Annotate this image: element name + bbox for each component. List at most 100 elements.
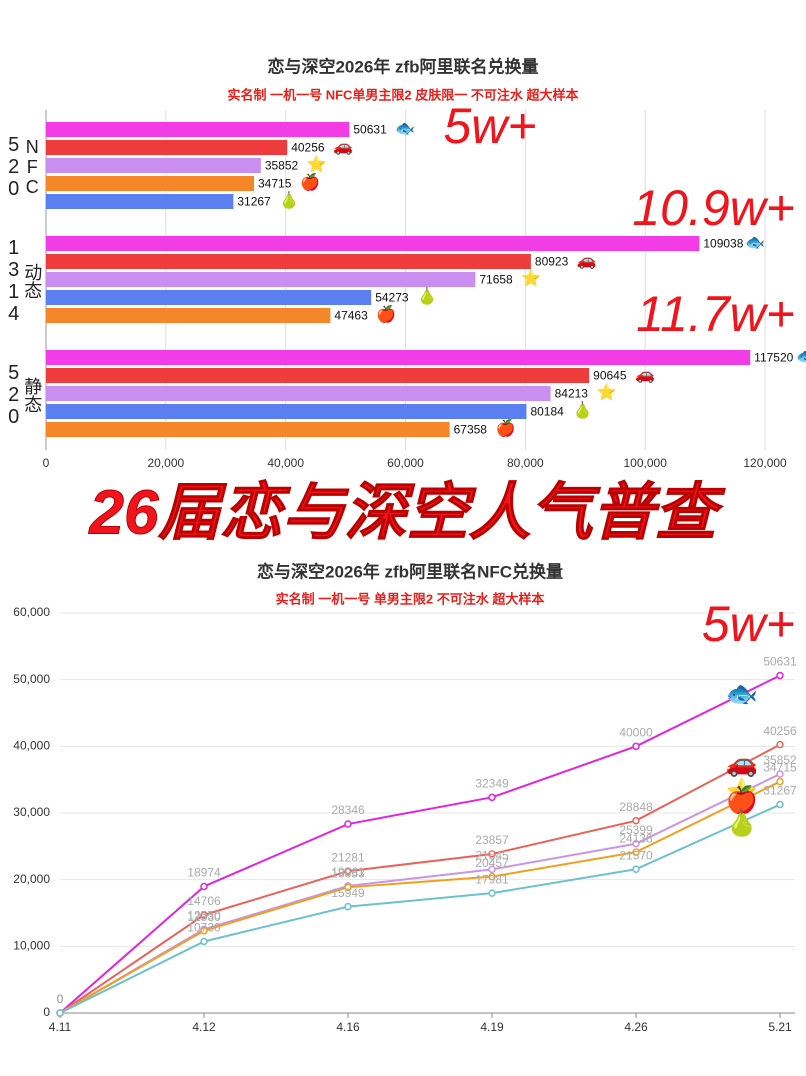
x-tick-label: 20,000: [147, 456, 184, 470]
value-label: 15949: [331, 886, 365, 900]
value-label: 40000: [619, 726, 653, 740]
value-label: 25399: [619, 823, 653, 837]
value-label: 54273: [375, 291, 409, 305]
value-label: 117520: [754, 351, 793, 365]
x-tick-label: 4.19: [480, 1020, 504, 1034]
value-label: 34715: [258, 177, 292, 191]
y-tick-label: 20,000: [13, 872, 50, 886]
point: [200, 882, 208, 891]
value-label: 0: [57, 992, 64, 1006]
top-chart-subtitle: 实名制 一机一号 NFC单男主限2 皮肤限一 不可注水 超大样本: [227, 87, 578, 102]
line-chart-title: 恋与深空2026年 zfb阿里联名NFC兑换量: [257, 561, 563, 581]
value-label: 21281: [331, 850, 365, 864]
icon: 🚗: [726, 748, 758, 778]
value-label: 28346: [331, 803, 365, 817]
top-chart-title: 恋与深空2026年 zfb阿里联名兑换量: [267, 56, 538, 76]
value-label: 17981: [475, 872, 509, 886]
bar: [46, 254, 531, 269]
icon: ⭐: [726, 777, 758, 807]
value-label: 24138: [619, 831, 653, 845]
icon: 🍎: [726, 783, 758, 814]
point: [344, 820, 352, 828]
value-label: 50631: [353, 123, 387, 137]
value-label: 32349: [475, 777, 509, 791]
category-number: 520: [3, 134, 25, 200]
icon: 🚗: [333, 139, 353, 156]
icon: 🍎: [376, 305, 396, 324]
point: [632, 848, 640, 856]
line: [59, 780, 781, 1014]
icon: ⭐: [307, 155, 327, 174]
line: [59, 773, 781, 1014]
icon: 🍐: [417, 287, 437, 306]
point: [200, 927, 208, 935]
headline: 26届恋与深空人气普查: [89, 478, 726, 547]
annotation: 11.7w+: [636, 286, 795, 342]
y-tick-label: 50,000: [13, 672, 50, 686]
value-label: 0: [57, 992, 64, 1006]
value-label: 18853: [331, 866, 365, 880]
icon: 🍐: [279, 191, 299, 210]
point: [488, 872, 496, 881]
icon: 🐟: [745, 235, 765, 252]
category-number: 1314: [3, 237, 25, 325]
category-number: 520: [3, 362, 25, 428]
value-label: 23857: [475, 833, 509, 847]
value-label: 84213: [555, 387, 589, 401]
icon: ⭐: [521, 269, 541, 288]
value-label: 109038: [703, 237, 743, 251]
point: [488, 865, 496, 874]
value-label: 12550: [187, 909, 221, 923]
point: [488, 793, 496, 802]
icon: 🐟: [726, 678, 758, 708]
point: [776, 770, 784, 778]
bar: [46, 176, 255, 191]
value-label: 19061: [331, 865, 365, 879]
annotation: 5w+: [702, 596, 795, 652]
x-tick-label: 120,000: [743, 456, 787, 470]
bar: [46, 404, 527, 419]
value-label: 20457: [475, 856, 509, 870]
y-tick-label: 30,000: [13, 805, 50, 819]
category-name: NFC: [22, 137, 42, 197]
annotation: 5w+: [443, 98, 536, 154]
line: [59, 743, 781, 1014]
bar: [46, 422, 450, 437]
x-tick-label: 0: [43, 456, 50, 470]
icon: 🐟: [395, 121, 415, 138]
point: [344, 883, 352, 892]
value-label: 21570: [619, 848, 653, 862]
x-tick-label: 80,000: [507, 456, 544, 470]
y-tick-label: 60,000: [13, 605, 50, 619]
point: [632, 839, 640, 848]
value-label: 50631: [763, 655, 797, 669]
icon: 🐟: [796, 349, 806, 366]
x-tick-label: 5.21: [768, 1020, 792, 1034]
bar: [46, 194, 234, 209]
icon: 🚗: [635, 367, 655, 384]
value-label: 47463: [334, 309, 368, 323]
point: [56, 1009, 64, 1017]
icon: 🍐: [726, 807, 758, 837]
value-label: 0: [57, 992, 64, 1006]
x-tick-label: 60,000: [387, 456, 424, 470]
bar: [46, 368, 590, 383]
point: [632, 742, 640, 751]
value-label: 40256: [291, 141, 325, 155]
y-tick-label: 10,000: [13, 939, 50, 953]
value-label: 0: [57, 992, 64, 1006]
category-name: 动态: [22, 263, 42, 299]
x-tick-label: 4.12: [192, 1020, 216, 1034]
bar: [46, 236, 700, 251]
value-label: 35852: [763, 753, 797, 767]
bar: [46, 140, 288, 155]
line-chart-subtitle: 实名制 一机一号 单男主限2 不可注水 超大样本: [276, 591, 545, 606]
x-tick-label: 4.16: [336, 1020, 360, 1034]
value-label: 14706: [187, 894, 221, 908]
point: [632, 816, 640, 825]
y-tick-label: 40,000: [13, 739, 50, 753]
point: [344, 902, 352, 911]
value-label: 31267: [763, 784, 797, 798]
point: [776, 671, 784, 680]
